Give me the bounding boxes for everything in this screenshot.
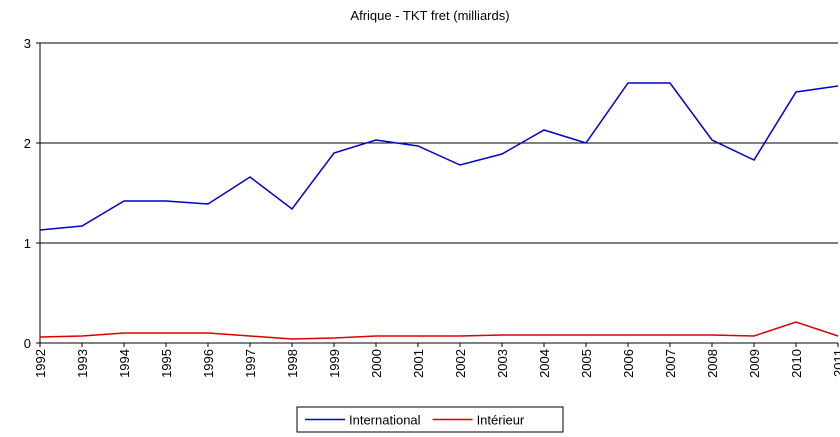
x-tick-label: 1999	[327, 349, 342, 378]
x-tick-label: 2011	[831, 349, 840, 377]
x-tick-label: 2008	[705, 349, 720, 378]
y-tick-label: 3	[24, 36, 31, 51]
x-tick-label: 2007	[663, 349, 678, 378]
legend: International Intérieur	[296, 406, 564, 433]
x-tick-label: 1992	[33, 349, 48, 378]
x-tick-label: 2003	[495, 349, 510, 378]
legend-label: Intérieur	[477, 413, 525, 428]
series-line	[39, 321, 839, 340]
chart-title: Afrique - TKT fret (milliards)	[350, 8, 509, 23]
x-tick-label: 1997	[243, 349, 258, 378]
series-line	[39, 82, 839, 231]
x-tick-label: 1995	[159, 349, 174, 378]
x-tick-label: 2004	[537, 349, 552, 378]
x-tick-label: 2005	[579, 349, 594, 378]
legend-label: International	[349, 413, 421, 428]
y-tick-label: 0	[24, 336, 31, 351]
x-tick-label: 2006	[621, 349, 636, 378]
y-tick-label: 2	[24, 136, 31, 151]
y-tick-label: 1	[24, 236, 31, 251]
x-tick-label: 2009	[747, 349, 762, 378]
x-tick-label: 1994	[117, 349, 132, 378]
x-tick-label: 2000	[369, 349, 384, 378]
x-tick-label: 2010	[789, 349, 804, 378]
x-tick-label: 1998	[285, 349, 300, 378]
x-tick-label: 2001	[411, 349, 426, 378]
x-tick-label: 1996	[201, 349, 216, 378]
x-tick-label: 2002	[453, 349, 468, 378]
x-tick-label: 1993	[75, 349, 90, 378]
